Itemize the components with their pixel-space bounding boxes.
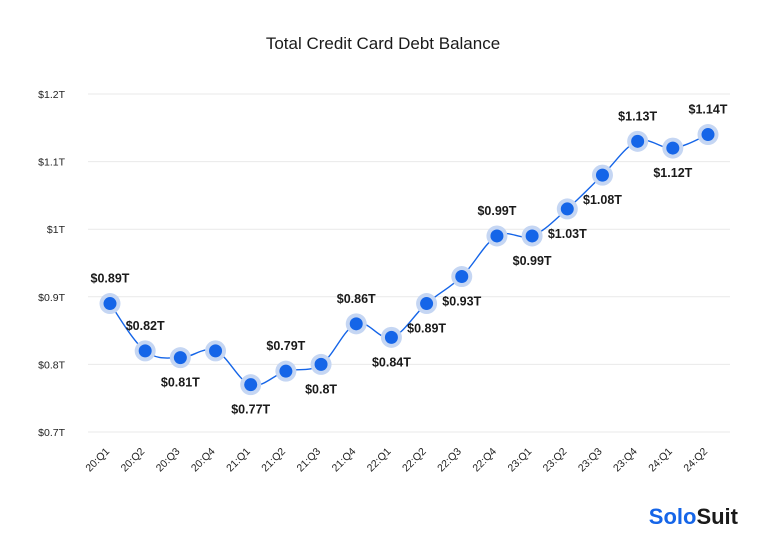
data-label: $0.99T xyxy=(477,204,516,218)
data-point xyxy=(349,317,363,331)
y-tick-label: $0.8T xyxy=(38,359,65,371)
brand-logo-part1: Solo xyxy=(648,504,697,529)
y-tick-label: $0.7T xyxy=(38,427,65,439)
grid-lines xyxy=(88,93,730,433)
data-point xyxy=(138,344,152,358)
data-label: $0.99T xyxy=(513,254,552,268)
y-tick-label: $0.9T xyxy=(38,292,65,304)
x-tick-label: 23:Q4 xyxy=(611,446,640,475)
data-point xyxy=(244,378,258,392)
data-label: $0.89T xyxy=(91,272,130,286)
data-point xyxy=(384,330,398,344)
x-tick-label: 20:Q1 xyxy=(83,446,112,475)
brand-logo-part2: Suit xyxy=(696,504,738,529)
x-axis-ticks: 20:Q1 20:Q2 20:Q3 20:Q4 21:Q1 21:Q2 21:Q3 21:Q4… xyxy=(83,446,710,475)
data-point xyxy=(279,364,293,378)
y-tick-label: $1.1T xyxy=(38,157,65,169)
x-tick-label: 23:Q1 xyxy=(506,446,535,475)
data-label: $0.93T xyxy=(442,295,481,309)
chart-title: Total Credit Card Debt Balance xyxy=(266,34,500,53)
data-label: $0.84T xyxy=(372,355,411,369)
data-point xyxy=(560,202,574,216)
data-label: $0.86T xyxy=(337,292,376,306)
x-tick-label: 24:Q2 xyxy=(681,446,710,475)
x-tick-label: 22:Q1 xyxy=(365,446,394,475)
x-tick-label: 22:Q3 xyxy=(435,446,464,475)
x-tick-label: 24:Q1 xyxy=(646,446,675,475)
data-label: $0.89T xyxy=(407,322,446,336)
x-tick-label: 20:Q4 xyxy=(189,446,218,475)
x-tick-label: 21:Q4 xyxy=(330,446,359,475)
data-label: $1.12T xyxy=(653,166,692,180)
data-point xyxy=(701,128,715,142)
data-point xyxy=(490,229,504,243)
brand-logo: SoloSuit xyxy=(649,504,738,530)
x-tick-label: 21:Q1 xyxy=(224,446,253,475)
data-label: $1.08T xyxy=(583,193,622,207)
data-label: $0.79T xyxy=(266,339,305,353)
x-tick-label: 22:Q4 xyxy=(470,446,499,475)
data-point xyxy=(103,297,117,311)
x-tick-label: 20:Q2 xyxy=(119,446,148,475)
y-tick-label: $1T xyxy=(47,224,66,236)
data-point xyxy=(666,141,680,155)
data-point xyxy=(420,297,434,311)
data-labels: $0.89T $0.82T $0.81T $0.77T $0.79T $0.8T $0.86… xyxy=(91,103,728,417)
data-label: $0.82T xyxy=(126,319,165,333)
data-label: $1.14T xyxy=(689,103,728,117)
data-points xyxy=(99,124,719,396)
data-label: $0.77T xyxy=(231,403,270,417)
x-tick-label: 20:Q3 xyxy=(154,446,183,475)
x-tick-label: 21:Q2 xyxy=(259,446,288,475)
data-point xyxy=(525,229,539,243)
data-label: $0.8T xyxy=(305,382,337,396)
data-point xyxy=(455,270,469,284)
x-tick-label: 22:Q2 xyxy=(400,446,429,475)
data-label: $1.03T xyxy=(548,227,587,241)
data-point xyxy=(209,344,223,358)
x-tick-label: 23:Q2 xyxy=(541,446,570,475)
y-tick-label: $1.2T xyxy=(38,89,65,101)
data-label: $0.81T xyxy=(161,376,200,390)
y-axis-ticks: $0.7T $0.8T $0.9T $1T $1.1T $1.2T xyxy=(38,89,65,439)
x-tick-label: 23:Q3 xyxy=(576,446,605,475)
data-point xyxy=(631,134,645,148)
x-tick-label: 21:Q3 xyxy=(294,446,323,475)
data-label: $1.13T xyxy=(618,109,657,123)
data-point xyxy=(173,351,187,365)
data-point xyxy=(314,357,328,371)
series-line xyxy=(109,133,709,386)
data-point xyxy=(595,168,609,182)
